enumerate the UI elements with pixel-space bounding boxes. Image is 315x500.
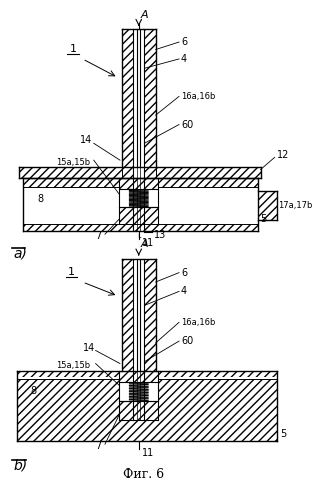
Text: 7: 7 xyxy=(95,441,101,451)
Bar xyxy=(119,371,158,382)
Bar xyxy=(23,224,258,232)
Text: 7: 7 xyxy=(95,231,101,241)
Text: 60: 60 xyxy=(181,336,193,346)
Bar xyxy=(144,258,156,371)
Bar xyxy=(23,188,258,224)
Bar xyxy=(156,166,261,178)
Bar xyxy=(144,29,156,166)
Text: 1: 1 xyxy=(70,44,77,54)
Bar xyxy=(119,207,158,224)
Bar xyxy=(258,191,277,220)
Text: 15a,15b: 15a,15b xyxy=(56,361,90,370)
Text: 4: 4 xyxy=(181,54,187,64)
Bar xyxy=(19,166,122,178)
Text: 11: 11 xyxy=(141,238,154,248)
Text: 5: 5 xyxy=(280,429,287,439)
Text: 8: 8 xyxy=(31,386,37,396)
Text: 16a,16b: 16a,16b xyxy=(181,318,215,327)
Bar xyxy=(119,382,158,401)
Bar xyxy=(122,166,133,178)
Text: 16a,16b: 16a,16b xyxy=(181,92,215,101)
Text: 60: 60 xyxy=(181,120,193,130)
Text: Фиг. 6: Фиг. 6 xyxy=(123,468,164,480)
Bar xyxy=(119,189,158,207)
Text: 5: 5 xyxy=(261,214,267,224)
Text: 11: 11 xyxy=(141,448,154,458)
Bar xyxy=(17,378,277,442)
Text: b): b) xyxy=(13,458,27,472)
Text: 1: 1 xyxy=(68,268,75,278)
Text: 13: 13 xyxy=(154,230,166,240)
Text: 4: 4 xyxy=(181,286,187,296)
Bar xyxy=(140,29,144,166)
Bar xyxy=(122,258,133,371)
Text: 15a,15b: 15a,15b xyxy=(56,158,90,166)
Bar xyxy=(122,29,133,166)
Text: A: A xyxy=(140,10,148,20)
Text: 17a,17b: 17a,17b xyxy=(278,201,313,210)
Bar xyxy=(119,178,158,189)
Text: 8: 8 xyxy=(37,194,43,203)
Bar xyxy=(17,376,277,378)
Text: a): a) xyxy=(13,246,27,260)
Text: 6: 6 xyxy=(181,37,187,47)
Text: A: A xyxy=(140,239,148,249)
Text: 14: 14 xyxy=(80,136,92,145)
Text: 14: 14 xyxy=(83,342,95,352)
Bar xyxy=(23,178,258,188)
Bar xyxy=(17,371,277,376)
Bar xyxy=(119,401,158,420)
Text: └: └ xyxy=(137,235,141,241)
Text: 6: 6 xyxy=(181,268,187,278)
Bar xyxy=(133,166,144,178)
Text: 12: 12 xyxy=(277,150,289,160)
Bar xyxy=(144,166,156,178)
Bar xyxy=(133,29,137,166)
